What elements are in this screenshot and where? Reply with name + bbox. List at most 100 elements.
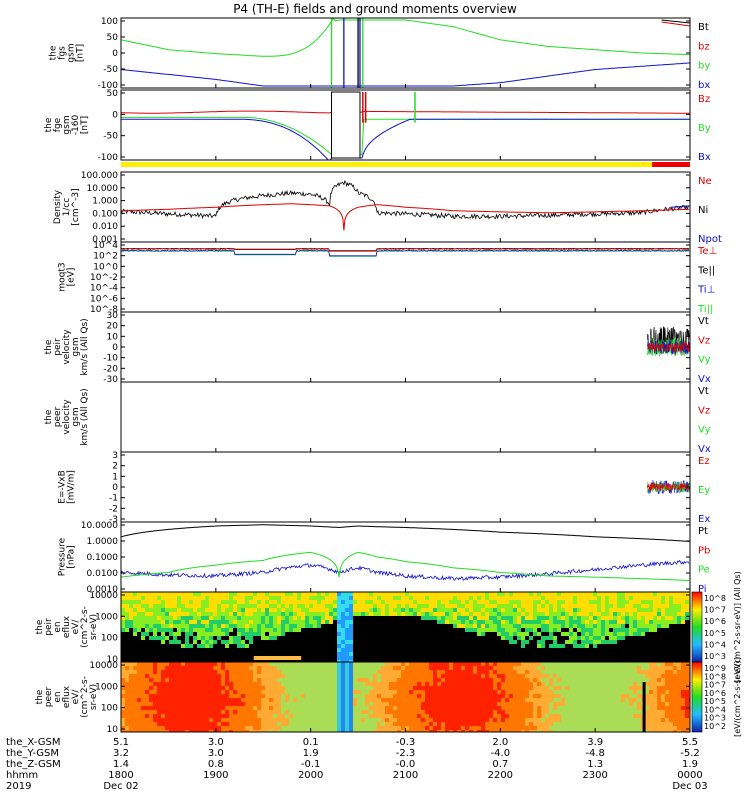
spectrogram-cell xyxy=(257,592,261,596)
spectrogram-cell xyxy=(445,690,449,694)
spectrogram-cell xyxy=(125,592,129,596)
spectrogram-cell xyxy=(369,674,373,678)
spectrogram-cell xyxy=(529,706,533,710)
spectrogram-cell xyxy=(217,644,221,648)
spectrogram-cell xyxy=(565,666,569,670)
spectrogram-cell xyxy=(421,678,425,682)
spectrogram-cell xyxy=(469,678,473,682)
spectrogram-cell xyxy=(625,600,629,604)
spectrogram-cell xyxy=(133,648,137,652)
spectrogram-cell xyxy=(197,722,201,726)
spectrogram-cell xyxy=(449,690,453,694)
spectrogram-cell xyxy=(633,652,637,656)
spectrogram-cell xyxy=(201,726,205,730)
spectrogram-cell xyxy=(589,600,593,604)
spectrogram-cell xyxy=(289,608,293,612)
spectrogram-cell xyxy=(241,608,245,612)
spectrogram-cell xyxy=(197,718,201,722)
spectrogram-cell xyxy=(297,628,301,632)
spectrogram-cell xyxy=(337,616,341,620)
spectrogram-cell xyxy=(213,632,217,636)
spectrogram-cell xyxy=(197,670,201,674)
spectrogram-cell xyxy=(313,624,317,628)
spectrogram-cell xyxy=(481,632,485,636)
spectrogram-cell xyxy=(473,670,477,674)
spectrogram-cell xyxy=(521,604,525,608)
spectrogram-cell xyxy=(309,640,313,644)
spectrogram-cell xyxy=(557,620,561,624)
spectrogram-cell xyxy=(485,640,489,644)
spectrogram-cell xyxy=(449,604,453,608)
spectrogram-cell xyxy=(273,644,277,648)
spectrogram-cell xyxy=(501,670,505,674)
spectrogram-cell xyxy=(365,592,369,596)
spectrogram-cell xyxy=(173,666,177,670)
spectrogram-cell xyxy=(657,660,661,662)
series-Ni-line xyxy=(121,180,690,220)
spectrogram-cell xyxy=(205,608,209,612)
spectrogram-cell xyxy=(557,702,561,706)
spectrogram-cell xyxy=(337,706,341,710)
spectrogram-cell xyxy=(281,660,285,662)
spectrogram-cell xyxy=(657,624,661,628)
spectrogram-cell xyxy=(425,682,429,686)
spectrogram-cell xyxy=(321,694,325,698)
spectrogram-cell xyxy=(217,710,221,714)
spectrogram-cell xyxy=(293,592,297,596)
spectrogram-cell xyxy=(137,624,141,628)
spectrogram-cell xyxy=(477,718,481,722)
spectrogram-cell xyxy=(189,678,193,682)
spectrogram-cell xyxy=(553,710,557,714)
spectrogram-cell xyxy=(269,628,273,632)
spectrogram-cell xyxy=(457,718,461,722)
spectrogram-cell xyxy=(441,674,445,678)
spectrogram-cell xyxy=(125,690,129,694)
spectrogram-cell xyxy=(377,674,381,678)
spectrogram-cell xyxy=(225,702,229,706)
series-bx-line xyxy=(121,62,690,87)
spectrogram-cell xyxy=(429,674,433,678)
spectrogram-cell xyxy=(173,686,177,690)
spectrogram-cell xyxy=(345,644,349,648)
spectrogram-cell xyxy=(649,624,653,628)
spectrogram-cell xyxy=(497,730,501,732)
spectrogram-cell xyxy=(685,608,689,612)
spectrogram-cell xyxy=(233,632,237,636)
spectrogram-cell xyxy=(241,662,245,666)
spectrogram-cell xyxy=(417,690,421,694)
spectrogram-cell xyxy=(661,660,665,662)
spectrogram-cell xyxy=(365,616,369,620)
spectrogram-cell xyxy=(385,678,389,682)
y-tick-label: 1000 xyxy=(95,612,118,622)
spectrogram-cell xyxy=(245,698,249,702)
spectrogram-cell xyxy=(557,600,561,604)
y-tick-label: 0 xyxy=(112,483,118,493)
spectrogram-cell xyxy=(565,674,569,678)
spectrogram-cell xyxy=(409,726,413,730)
spectrogram-cell xyxy=(469,624,473,628)
spectrogram-cell xyxy=(281,706,285,710)
spectrogram-cell xyxy=(425,628,429,632)
spectrogram-cell xyxy=(389,636,393,640)
spectrogram-cell xyxy=(425,698,429,702)
spectrogram-cell xyxy=(257,718,261,722)
spectrogram-cell xyxy=(669,608,673,612)
spectrogram-cell xyxy=(381,682,385,686)
spectrogram-cell xyxy=(605,636,609,640)
spectrogram-cell xyxy=(365,674,369,678)
spectrogram-cell xyxy=(505,674,509,678)
spectrogram-cell xyxy=(389,624,393,628)
spectrogram-cell xyxy=(269,686,273,690)
spectrogram-cell xyxy=(461,592,465,596)
spectrogram-cell xyxy=(245,600,249,604)
spectrogram-cell xyxy=(417,600,421,604)
spectrogram-cell xyxy=(129,706,133,710)
spectrogram-cell xyxy=(301,656,305,660)
spectrogram-cell xyxy=(565,682,569,686)
spectrogram-cell xyxy=(665,620,669,624)
spectrogram-cell xyxy=(205,660,209,662)
spectrogram-cell xyxy=(441,722,445,726)
spectrogram-cell xyxy=(401,694,405,698)
spectrogram-cell xyxy=(217,592,221,596)
spectrogram-cell xyxy=(365,640,369,644)
